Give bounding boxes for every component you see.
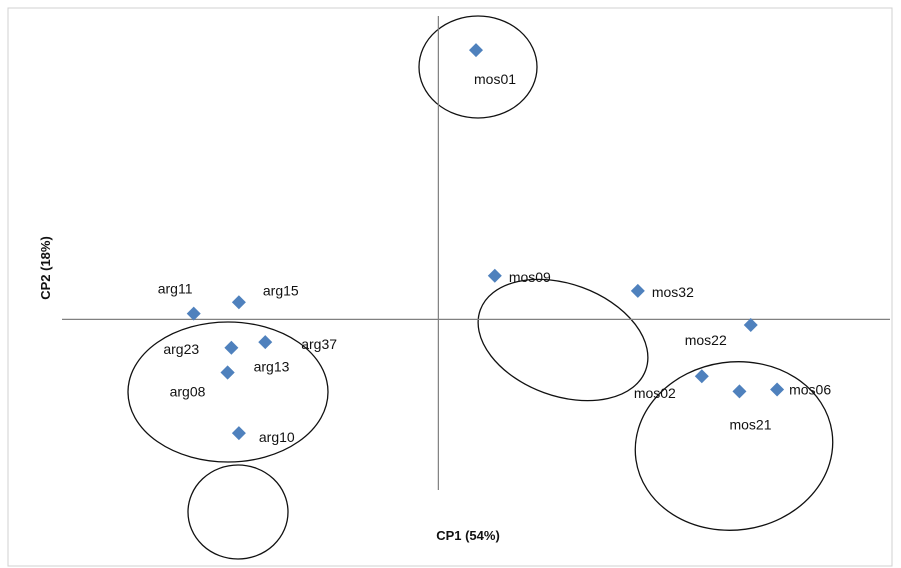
point-label-arg11: arg11 xyxy=(158,281,193,297)
point-label-arg08: arg08 xyxy=(170,383,206,399)
point-label-mos06: mos06 xyxy=(789,382,831,398)
point-mos09 xyxy=(487,268,502,283)
point-label-arg10: arg10 xyxy=(259,429,295,445)
point-label-arg37: arg37 xyxy=(301,336,337,352)
point-label-mos22: mos22 xyxy=(685,332,727,348)
cluster-ellipse-mos01 xyxy=(418,15,538,119)
plot-border xyxy=(7,7,893,567)
point-arg37 xyxy=(258,335,273,350)
point-label-mos32: mos32 xyxy=(652,284,694,300)
point-arg08 xyxy=(220,365,235,380)
y-axis-title: CP2 (18%) xyxy=(38,236,53,300)
point-label-arg23: arg23 xyxy=(163,341,199,357)
point-arg11 xyxy=(186,306,201,321)
cluster-ellipses xyxy=(127,15,834,560)
point-mos32 xyxy=(630,283,645,298)
point-arg15 xyxy=(231,295,246,310)
point-mos21 xyxy=(732,384,747,399)
point-mos06 xyxy=(770,382,785,397)
point-label-arg13: arg13 xyxy=(254,358,290,374)
point-mos02 xyxy=(694,369,709,384)
cluster-ellipse-arg10 xyxy=(187,464,289,560)
point-mos01 xyxy=(469,43,483,58)
cluster-ellipse-arg-main xyxy=(127,321,329,463)
point-label-mos01: mos01 xyxy=(474,71,516,87)
cluster-ellipse-mos-right xyxy=(634,361,834,531)
data-labels: mos01 mos09 mos32 mos22 mos02 mos21 mos06 arg11… xyxy=(158,71,832,445)
data-points xyxy=(186,43,785,441)
point-label-mos02: mos02 xyxy=(634,385,676,401)
point-arg23 xyxy=(224,340,239,355)
x-axis-title: CP1 (54%) xyxy=(436,528,500,543)
cluster-ellipse-mos09-mos32 xyxy=(477,278,649,402)
point-label-mos21: mos21 xyxy=(729,416,771,432)
point-label-mos09: mos09 xyxy=(509,269,551,285)
point-mos22 xyxy=(743,318,758,333)
point-arg10 xyxy=(231,426,246,441)
point-label-arg15: arg15 xyxy=(263,282,299,298)
